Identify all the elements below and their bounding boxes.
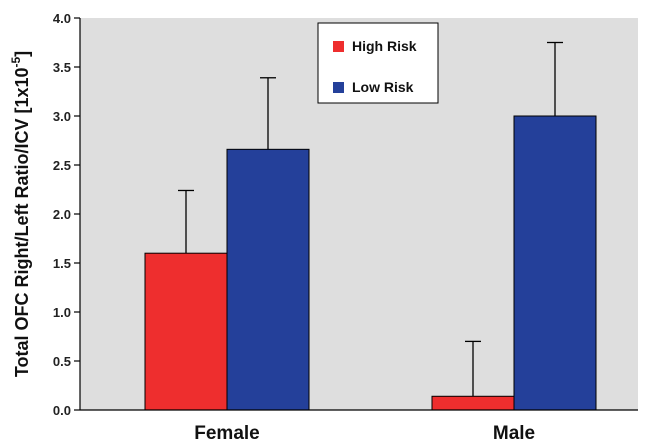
x-categories: Female Male [194, 423, 535, 444]
legend-swatch-high-risk [333, 41, 344, 52]
y-tick-label: 0.0 [53, 403, 71, 418]
y-tick-label: 1.5 [53, 256, 71, 271]
y-tick-label: 3.0 [53, 109, 71, 124]
y-tick-label: 0.5 [53, 354, 71, 369]
bar-male-high-risk [431, 395, 515, 411]
y-tick-label: 4.0 [53, 11, 71, 26]
legend-label-low-risk: Low Risk [352, 79, 414, 95]
legend-label-high-risk: High Risk [352, 38, 417, 54]
x-category-label: Female [194, 423, 259, 444]
y-tick-label: 2.5 [53, 158, 71, 173]
legend-swatch-low-risk [333, 82, 344, 93]
bar-male-low-risk [513, 115, 597, 411]
x-category-label: Male [493, 423, 535, 444]
y-tick-label: 2.0 [53, 207, 71, 222]
y-axis-label-close: ] [12, 51, 32, 57]
error-bars [178, 41, 563, 397]
legend: High Risk Low Risk [317, 22, 439, 104]
y-axis-label-text: Total OFC Right/Left Ratio/ICV [1x10 [12, 67, 32, 377]
y-axis-label: Total OFC Right/Left Ratio/ICV [1x10-5] [9, 51, 32, 377]
bar-female-low-risk [226, 148, 310, 411]
bar-female-high-risk [144, 252, 228, 411]
y-tick-label: 1.0 [53, 305, 71, 320]
y-ticks: 0.0 0.5 1.0 1.5 2.0 2.5 3.0 3.5 4.0 [53, 11, 80, 418]
y-tick-label: 3.5 [53, 60, 71, 75]
bars [144, 115, 597, 411]
y-axis-label-exponent: -5 [9, 56, 23, 67]
